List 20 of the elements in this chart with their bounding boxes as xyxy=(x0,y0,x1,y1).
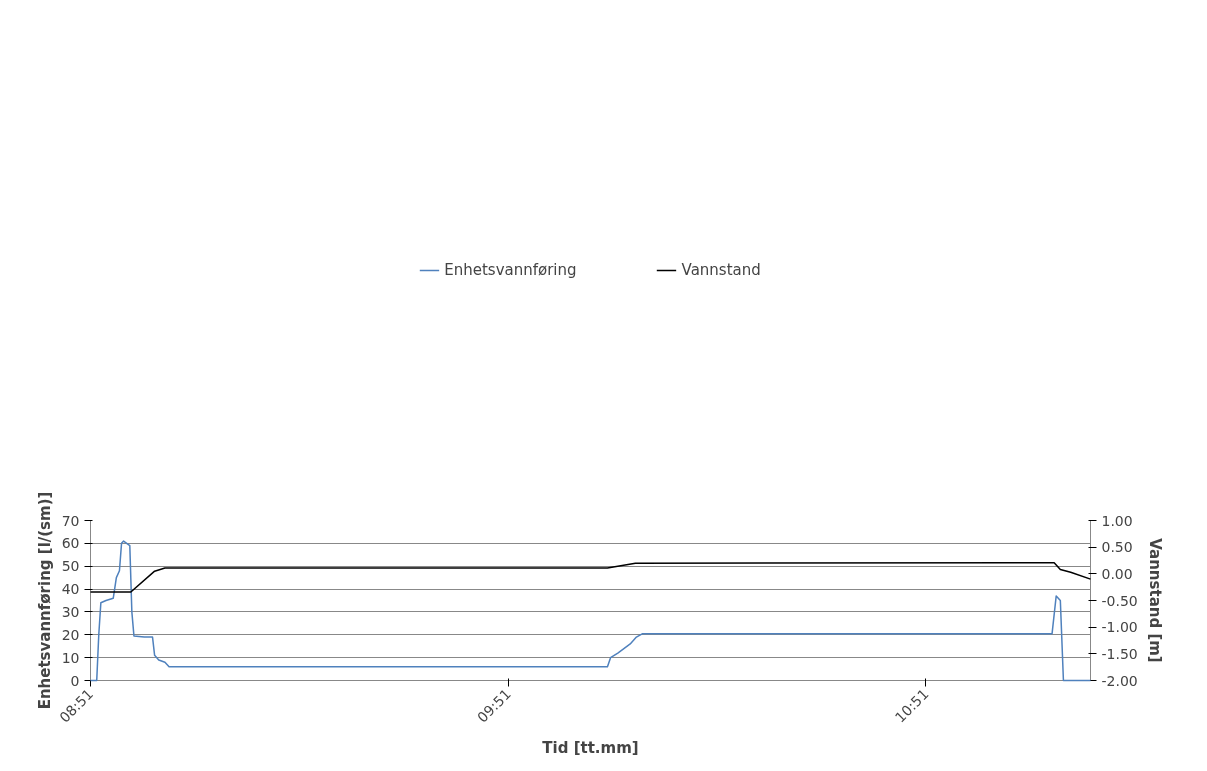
y2-tick-label: -1.00 xyxy=(1101,619,1138,636)
y-tick-label: 70 xyxy=(61,512,80,529)
x-axis-title: Tid [tt.mm] xyxy=(542,739,639,758)
y-tick-label: 0 xyxy=(70,672,80,689)
y2-tick-label: 0.50 xyxy=(1101,539,1133,556)
y2-tick-label: 1.00 xyxy=(1101,512,1133,529)
y2-tick-label: -2.00 xyxy=(1101,672,1138,689)
y-tick-label: 30 xyxy=(61,603,80,620)
y-tick-label: 10 xyxy=(61,649,80,666)
y2-tick-label: -0.50 xyxy=(1101,592,1138,609)
y-tick-label: 20 xyxy=(61,626,80,643)
y-tick-label: 50 xyxy=(61,558,80,575)
y2-tick-label: -1.50 xyxy=(1101,645,1138,662)
y-axis-title: Enhetsvannføring [l/(sm)] xyxy=(35,491,54,710)
y-tick-label: 40 xyxy=(61,581,80,598)
y2-tick-label: 0.00 xyxy=(1101,565,1133,582)
legend-label: Vannstand xyxy=(681,261,761,279)
y2-axis-title: Vannstand [m] xyxy=(1145,538,1164,663)
y-tick-label: 60 xyxy=(61,535,80,552)
legend-label: Enhetsvannføring xyxy=(444,261,577,279)
